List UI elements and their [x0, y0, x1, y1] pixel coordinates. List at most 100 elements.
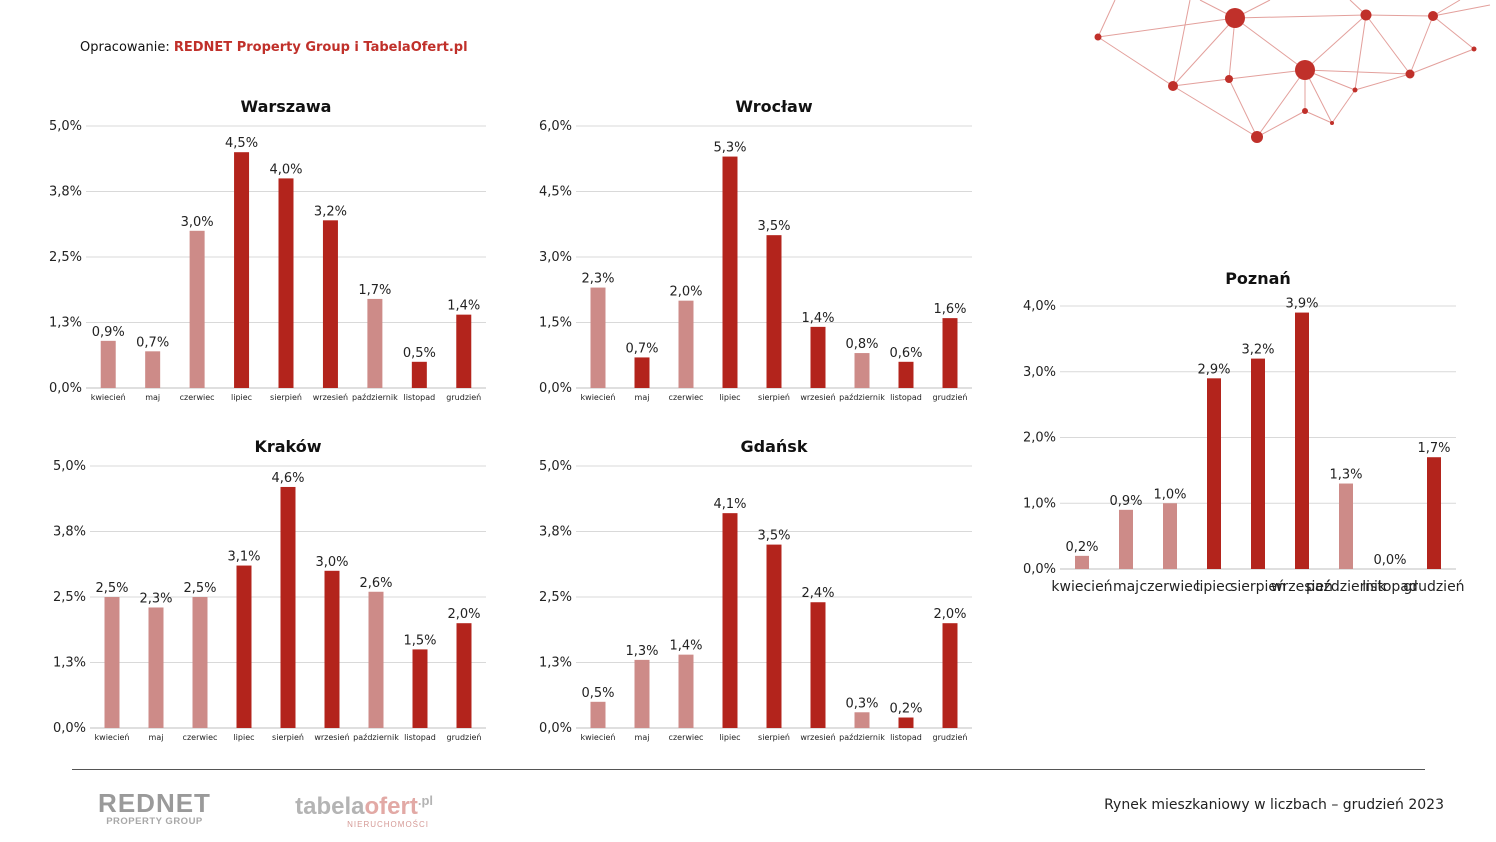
x-category-label: maj: [145, 393, 160, 402]
data-label: 0,0%: [1373, 553, 1406, 568]
x-category-label: listopad: [890, 733, 922, 742]
bar: [148, 607, 164, 728]
data-label: 4,5%: [225, 136, 258, 151]
x-category-label: grudzień: [446, 393, 481, 402]
bar: [898, 361, 914, 388]
x-category-label: grudzień: [447, 733, 482, 742]
bar: [234, 152, 250, 388]
bar: [411, 361, 427, 388]
x-category-label: grudzień: [933, 393, 968, 402]
bar: [322, 220, 338, 388]
y-tick-label: 5,0%: [53, 459, 86, 474]
bar: [722, 156, 738, 388]
rednet-logo-text: REDNET: [98, 788, 211, 818]
data-label: 2,5%: [183, 581, 216, 596]
x-category-label: kwiecień: [91, 393, 126, 402]
chart-title: Warszawa: [241, 97, 332, 116]
credit-org: REDNET Property Group i TabelaOfert.pl: [173, 40, 468, 55]
x-category-label: wrzesień: [800, 733, 835, 742]
bar: [634, 659, 650, 728]
bar: [590, 701, 606, 728]
footer-report-title: Rynek mieszkaniowy w liczbach – grudzień…: [1104, 797, 1444, 813]
y-tick-label: 4,5%: [539, 185, 572, 200]
bar: [236, 565, 252, 728]
bar: [192, 597, 208, 728]
bar: [278, 178, 294, 388]
y-tick-label: 2,5%: [539, 590, 572, 605]
data-label: 2,0%: [933, 607, 966, 622]
data-label: 0,5%: [581, 686, 614, 701]
bar: [678, 654, 694, 728]
x-category-label: sierpień: [1230, 579, 1286, 595]
data-label: 1,3%: [1329, 468, 1362, 483]
y-tick-label: 6,0%: [539, 119, 572, 134]
bar: [590, 287, 606, 388]
data-label: 0,9%: [92, 325, 125, 340]
y-tick-label: 5,0%: [49, 119, 82, 134]
y-tick-label: 3,0%: [1023, 365, 1056, 380]
x-category-label: kwiecień: [1051, 579, 1112, 595]
tabela-logo-part1: tabela: [295, 793, 365, 820]
bar: [854, 712, 870, 728]
data-label: 5,3%: [713, 141, 746, 156]
tabelaofert-logo: tabelaofert.pl NIERUCHOMOŚCI: [268, 788, 433, 829]
x-category-label: październik: [839, 393, 885, 402]
x-category-label: październik: [352, 393, 398, 402]
bar: [1119, 509, 1133, 569]
y-tick-label: 3,8%: [53, 525, 86, 540]
bar: [766, 235, 782, 388]
chart-title: Gdańsk: [741, 437, 808, 456]
data-label: 1,0%: [1153, 487, 1186, 502]
data-label: 0,9%: [1109, 494, 1142, 509]
y-tick-label: 2,5%: [49, 250, 82, 265]
bar: [942, 318, 958, 388]
x-category-label: wrzesień: [800, 393, 835, 402]
data-label: 4,1%: [713, 497, 746, 512]
data-label: 0,2%: [889, 702, 922, 717]
bar: [280, 486, 296, 728]
y-tick-label: 3,8%: [49, 185, 82, 200]
chart-krakow: Kraków 0,0% 1,3% 2,5% 3,8% 5,0% 2,5% kwiecień 2,…: [53, 437, 486, 742]
data-label: 3,0%: [181, 215, 214, 230]
data-label: 2,0%: [447, 607, 480, 622]
y-tick-label: 2,0%: [1023, 431, 1056, 446]
data-label: 2,0%: [669, 285, 702, 300]
x-category-label: czerwiec: [183, 733, 218, 742]
x-category-label: październik: [1306, 579, 1387, 595]
x-category-label: wrzesień: [1271, 579, 1333, 595]
x-category-label: kwiecień: [581, 393, 616, 402]
x-category-label: sierpień: [758, 733, 790, 742]
tabela-logo-pl: .pl: [417, 793, 433, 808]
y-tick-label: 1,5%: [539, 316, 572, 331]
bar: [810, 602, 826, 728]
x-category-label: listopad: [1362, 579, 1417, 595]
data-label: 2,4%: [801, 586, 834, 601]
x-category-label: listopad: [890, 393, 922, 402]
data-label: 3,2%: [1241, 343, 1274, 358]
chart-poznan: Poznań 0,0% 1,0% 2,0% 3,0% 4,0% 0,2% kwiecień 0,…: [1023, 269, 1465, 595]
data-label: 0,6%: [889, 346, 922, 361]
bar: [1295, 312, 1309, 569]
x-category-label: sierpień: [758, 393, 790, 402]
data-label: 2,9%: [1197, 362, 1230, 377]
x-category-label: czerwiec: [669, 733, 704, 742]
data-label: 1,4%: [669, 639, 702, 654]
bar: [368, 591, 384, 728]
y-tick-label: 0,0%: [1023, 562, 1056, 577]
x-category-label: grudzień: [1403, 579, 1464, 595]
data-label: 3,5%: [757, 529, 790, 544]
chart-wroclaw: Wrocław 0,0% 1,5% 3,0% 4,5% 6,0% 2,3% kwiecień 0…: [539, 97, 972, 402]
x-category-label: październik: [839, 733, 885, 742]
bar: [1251, 358, 1265, 569]
x-category-label: grudzień: [933, 733, 968, 742]
x-category-label: listopad: [403, 393, 435, 402]
y-tick-label: 1,3%: [49, 316, 82, 331]
credit-line: Opracowanie: REDNET Property Group i Tab…: [80, 40, 468, 55]
data-label: 3,9%: [1285, 297, 1318, 312]
bar: [766, 544, 782, 728]
x-category-label: sierpień: [272, 733, 304, 742]
y-tick-label: 0,0%: [53, 721, 86, 736]
x-category-label: czerwiec: [180, 393, 215, 402]
data-label: 3,0%: [315, 555, 348, 570]
x-category-label: lipiec: [1196, 579, 1233, 595]
